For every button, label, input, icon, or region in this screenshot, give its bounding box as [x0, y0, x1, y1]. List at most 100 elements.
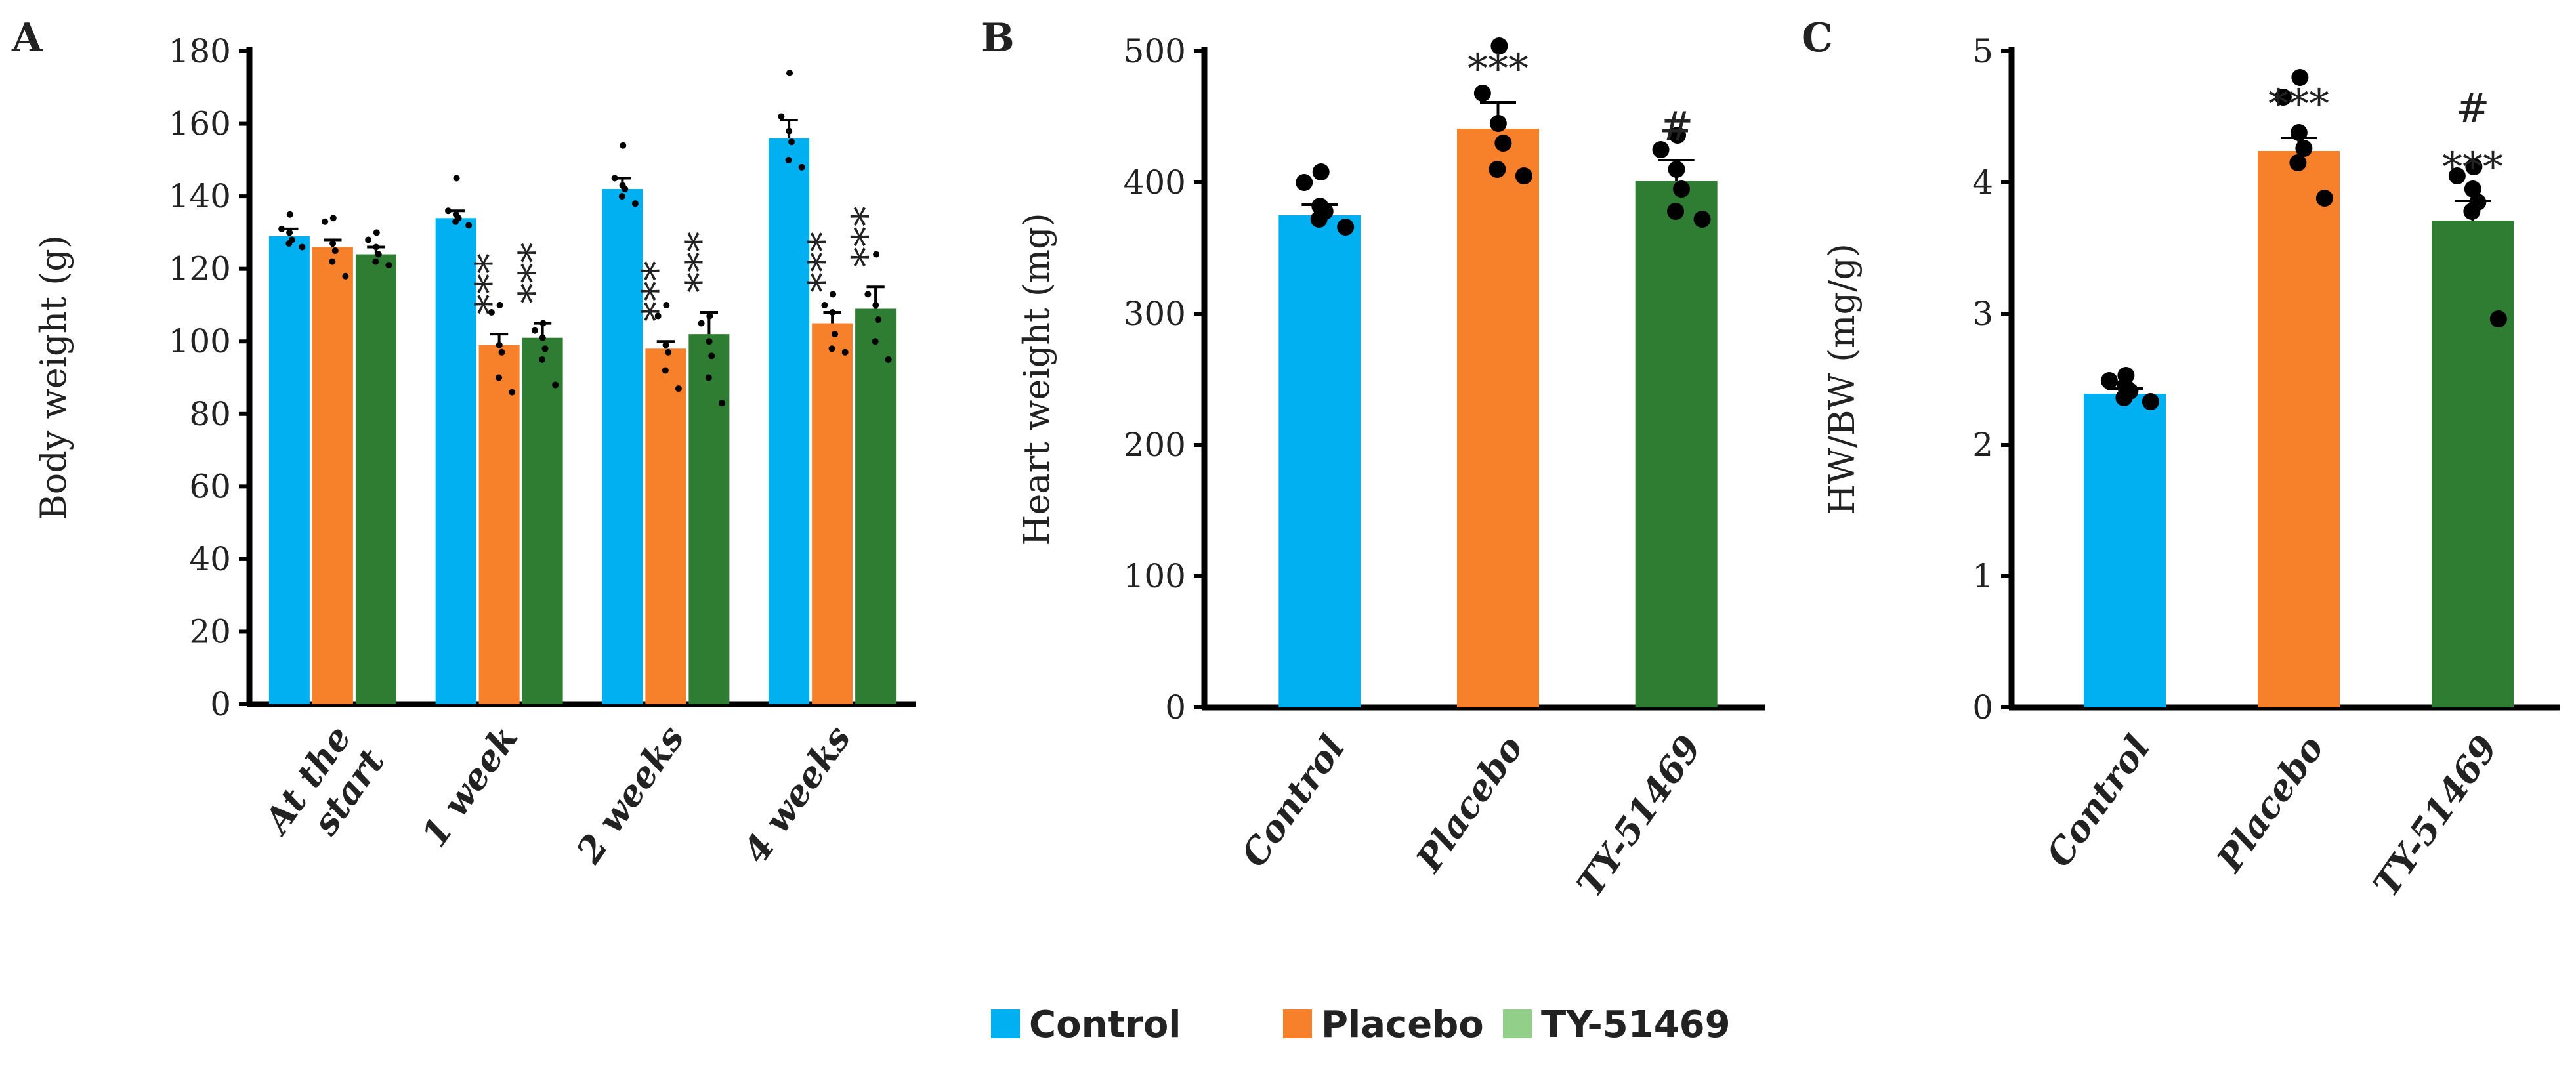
data-point [718, 400, 725, 407]
data-point [331, 247, 339, 255]
significance-marker: *** [799, 232, 847, 293]
data-point [1652, 141, 1670, 158]
data-point [539, 320, 547, 327]
legend-label: Placebo [1321, 1003, 1484, 1046]
data-point [496, 374, 503, 381]
data-point [329, 240, 337, 247]
data-point [2274, 89, 2292, 106]
y-tick-label: 5 [1972, 32, 1993, 70]
data-point [453, 175, 460, 182]
legend-label: TY-51469 [1541, 1003, 1731, 1046]
data-point [798, 163, 805, 171]
significance-marker: *** [633, 261, 681, 322]
data-point [618, 193, 625, 200]
x-tick-label-line: 1 week [413, 718, 526, 854]
y-tick-label: 180 [169, 32, 231, 70]
data-point [873, 251, 880, 258]
y-axis-title: Heart weight (mg) [1016, 213, 1057, 546]
x-tick-label: At thestart [254, 718, 392, 867]
data-point [788, 138, 795, 146]
x-tick-label: Control [1233, 728, 1353, 875]
data-point [821, 301, 828, 308]
legend-swatch [991, 1009, 1020, 1038]
data-point [1693, 211, 1711, 228]
data-point [509, 389, 516, 396]
data-point [496, 341, 503, 348]
data-point [1669, 127, 1687, 144]
data-point [708, 352, 715, 360]
data-point [622, 186, 629, 193]
x-tick-label: Placebo [1407, 728, 1532, 881]
x-tick-label-line: 2 weeks [568, 718, 692, 872]
y-tick-label: 100 [169, 322, 231, 360]
data-point [1490, 37, 1508, 54]
data-point [385, 262, 392, 269]
data-point [1668, 161, 1685, 178]
bar [2432, 221, 2514, 707]
data-point [1310, 211, 1328, 228]
data-point [2295, 140, 2313, 157]
data-point [2463, 203, 2481, 220]
y-tick-label: 60 [189, 467, 231, 505]
data-point [872, 301, 879, 308]
significance-marker: *** [2442, 143, 2503, 191]
x-tick-label: 4 weeks [734, 718, 859, 871]
data-point [832, 331, 839, 338]
data-point [1673, 180, 1691, 198]
data-point [829, 309, 836, 316]
data-point [285, 240, 293, 247]
data-point [365, 236, 372, 243]
y-tick-label: 40 [189, 540, 231, 578]
y-tick-label: 4 [1972, 163, 1993, 201]
data-point [452, 218, 459, 225]
hash-marker: # [2456, 84, 2490, 132]
data-point [286, 229, 293, 236]
data-point [875, 316, 882, 324]
y-tick-label: 160 [169, 105, 231, 143]
bar [602, 189, 643, 704]
significance-marker: *** [2268, 80, 2329, 128]
panel-label: B [981, 15, 1015, 61]
y-tick-label: 300 [1124, 295, 1186, 333]
data-point [706, 312, 713, 320]
bar [2258, 151, 2340, 707]
data-point [541, 345, 549, 352]
data-point [841, 348, 849, 356]
data-point [1473, 85, 1491, 102]
y-tick-label: 0 [210, 685, 231, 723]
data-point [1515, 167, 1532, 184]
data-point [498, 348, 505, 356]
data-point [2289, 154, 2307, 171]
data-point [373, 229, 380, 236]
data-point [1489, 115, 1507, 132]
x-tick-label: Placebo [2208, 728, 2333, 881]
data-point [706, 338, 713, 345]
data-point [662, 367, 669, 374]
significance-marker: *** [676, 232, 724, 293]
x-tick-label: 1 week [413, 718, 526, 854]
data-point [278, 225, 285, 232]
significance-marker: *** [1467, 45, 1529, 93]
y-tick-label: 2 [1972, 426, 1993, 464]
data-point [286, 211, 293, 218]
data-point [322, 218, 329, 225]
data-point [1667, 203, 1685, 220]
data-point [885, 356, 892, 363]
legend-swatch [1503, 1009, 1532, 1038]
y-tick-label: 400 [1124, 163, 1186, 201]
data-point [444, 207, 452, 215]
data-point [1489, 161, 1506, 178]
panel-label: C [1802, 15, 1833, 61]
data-point [662, 341, 669, 348]
bar [435, 218, 476, 704]
data-point [705, 374, 712, 381]
significance-marker: *** [843, 206, 891, 267]
bar [1278, 215, 1361, 707]
data-point [531, 327, 538, 334]
data-point [375, 251, 382, 258]
data-point [2315, 190, 2333, 207]
y-tick-label: 80 [189, 395, 231, 433]
data-point [465, 222, 473, 229]
x-tick-label: TY-51469 [1569, 728, 1710, 904]
